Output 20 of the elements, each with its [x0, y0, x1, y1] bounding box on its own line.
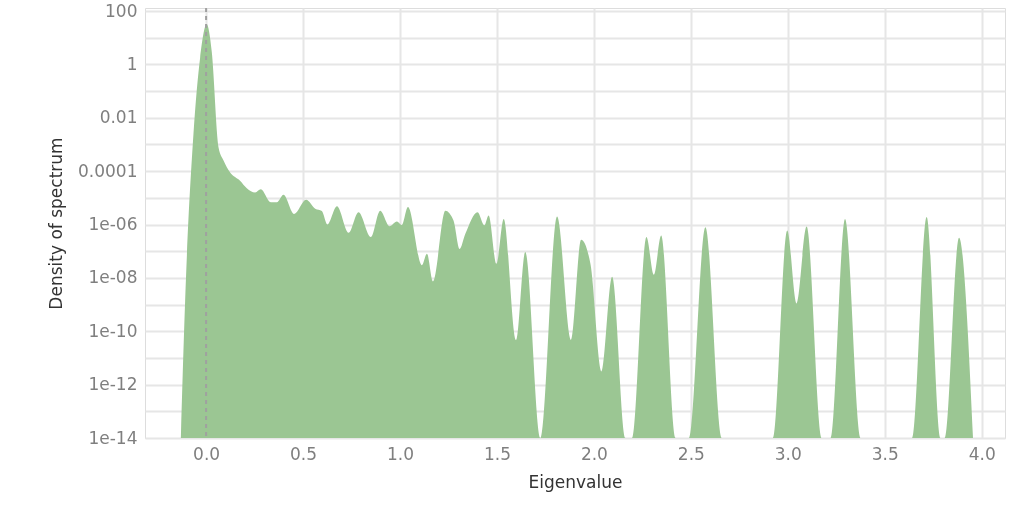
y-tick-label: 1e-10: [88, 320, 138, 341]
y-tick-label: 1e-12: [88, 374, 138, 395]
y-tick-label: 0.01: [99, 107, 138, 128]
y-tick-label: 1e-14: [88, 427, 138, 448]
x-tick-label: 4.0: [968, 443, 996, 464]
x-axis-title: Eigenvalue: [528, 471, 623, 492]
x-tick-label: 1.5: [483, 443, 511, 464]
y-axis-title: Density of spectrum: [46, 137, 67, 310]
x-tick-label: 2.5: [677, 443, 705, 464]
y-tick-label: 1e-08: [88, 267, 138, 288]
x-tick-label: 2.0: [580, 443, 608, 464]
y-tick-label: 1e-06: [88, 214, 138, 235]
x-tick-label: 0.0: [193, 443, 221, 464]
y-tick-label: 0.0001: [78, 160, 138, 181]
x-tick-label: 1.0: [386, 443, 415, 464]
x-tick-label: 0.5: [290, 443, 318, 464]
y-tick-label: 100: [105, 0, 138, 21]
y-tick-label: 1: [126, 53, 138, 74]
x-tick-label: 3.5: [871, 443, 899, 464]
x-tick-label: 3.0: [774, 443, 802, 464]
